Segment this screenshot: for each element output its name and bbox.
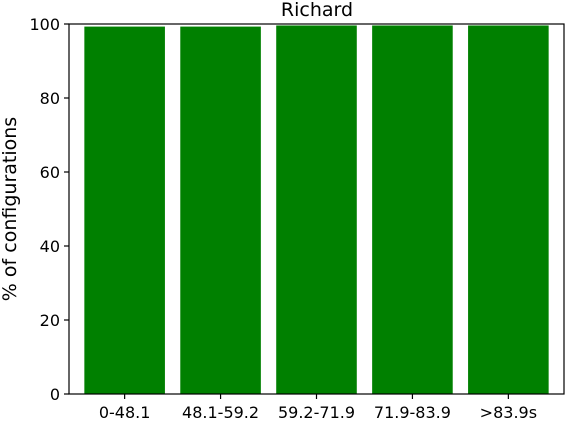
y-axis-title: % of configurations (0, 117, 21, 301)
x-tick-label-4: >83.9s (480, 403, 537, 421)
y-tick-label-1: 20 (40, 311, 60, 330)
y-tick-label-3: 60 (40, 163, 60, 182)
y-tick-label-4: 80 (40, 89, 60, 108)
y-tick-label-2: 40 (40, 237, 60, 256)
y-tick-label-0: 0 (50, 385, 60, 404)
plot-frame (68, 23, 565, 395)
x-tick-label-2: 59.2-71.9 (278, 403, 355, 421)
bar-3 (372, 25, 453, 394)
chart-title: Richard (281, 0, 353, 21)
bar-0 (84, 26, 165, 395)
bars-group (84, 25, 549, 395)
axes-frame (68, 23, 565, 395)
x-tick-label-0: 0-48.1 (99, 403, 151, 421)
x-tick-label-1: 48.1-59.2 (182, 403, 259, 421)
y-tick-label-5: 100 (29, 15, 60, 34)
bar-4 (468, 25, 549, 394)
y-ticks-group: 0 20 40 60 80 100 (29, 15, 69, 404)
x-tick-label-3: 71.9-83.9 (374, 403, 451, 421)
x-ticks-group: 0-48.1 48.1-59.2 59.2-71.9 71.9-83.9 >83.9s (99, 394, 537, 421)
bar-2 (276, 25, 357, 394)
bar-1 (180, 26, 261, 395)
